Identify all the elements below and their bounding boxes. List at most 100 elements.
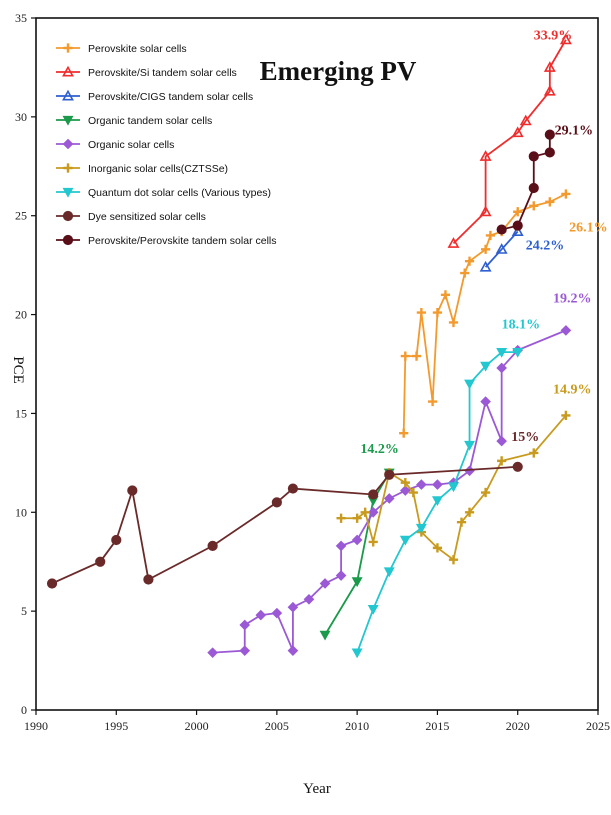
legend-swatch-marker <box>63 43 73 53</box>
annotation-label: 26.1% <box>569 221 608 236</box>
annotation-label: 19.2% <box>553 292 592 307</box>
x-axis: 1990 1995 2000 2005 2010 2015 2020 2025 <box>24 710 610 733</box>
data-point <box>46 578 58 589</box>
series-perovskite-si-tandem-solar-cells <box>447 33 572 248</box>
data-point <box>335 540 347 552</box>
series-quantum-dot-solar-cells-various-types <box>351 347 524 659</box>
data-point <box>239 645 251 656</box>
data-point <box>511 225 524 237</box>
data-point <box>431 496 443 507</box>
data-point <box>512 461 523 472</box>
data-point <box>432 307 443 318</box>
data-point <box>411 351 422 361</box>
data-point <box>287 601 299 613</box>
data-point <box>351 534 363 546</box>
annotation-label: 14.9% <box>553 383 592 398</box>
y-tick-label: 0 <box>21 703 27 717</box>
data-point <box>384 469 395 480</box>
data-point <box>544 147 555 158</box>
legend-item: Dye sensitized solar cells <box>56 210 206 223</box>
data-point <box>239 619 251 631</box>
data-point <box>456 517 467 527</box>
annotation-label: 24.2% <box>526 238 565 253</box>
data-point <box>143 574 154 585</box>
data-point <box>544 129 555 140</box>
annotation-label: 29.1% <box>555 124 594 139</box>
data-point <box>440 290 451 300</box>
series-layer <box>46 33 572 659</box>
series-organic-tandem-solar-cells <box>319 468 395 641</box>
x-tick-label: 2005 <box>265 719 289 733</box>
y-axis-title: PCE <box>10 356 26 384</box>
annotation-label: 15% <box>511 430 539 445</box>
data-point <box>400 485 411 496</box>
data-point <box>513 207 523 217</box>
data-point <box>528 182 539 194</box>
y-tick-label: 35 <box>15 11 27 25</box>
data-point <box>351 648 363 659</box>
y-axis: 0 5 10 15 20 25 30 35 <box>15 11 36 717</box>
data-point <box>207 540 218 551</box>
series-line <box>484 230 519 268</box>
x-tick-label: 2015 <box>425 719 449 733</box>
data-point <box>448 317 459 328</box>
data-point <box>415 523 427 534</box>
data-point <box>95 556 106 567</box>
series-line <box>324 472 391 636</box>
data-point <box>460 268 470 278</box>
legend-item: Perovskite/Si tandem solar cells <box>56 65 237 79</box>
y-tick-label: 10 <box>15 505 27 519</box>
data-point <box>368 537 378 547</box>
annotation-label: 14.2% <box>360 442 399 457</box>
legend-swatch-marker <box>62 187 74 198</box>
x-tick-label: 2025 <box>586 719 610 733</box>
data-point <box>408 487 418 498</box>
data-point <box>480 396 491 407</box>
data-point <box>479 205 492 217</box>
data-point <box>448 482 459 493</box>
series-perovskite-cigs-tandem-solar-cells <box>479 225 524 272</box>
legend-swatch-marker <box>62 234 74 246</box>
legend-label: Dye sensitized solar cells <box>88 211 206 223</box>
data-point <box>111 534 122 546</box>
data-point <box>496 224 507 235</box>
x-tick-label: 1995 <box>104 719 128 733</box>
data-point <box>529 448 539 458</box>
data-point <box>336 513 346 523</box>
data-point <box>481 244 491 254</box>
y-tick-label: 20 <box>15 308 27 322</box>
data-point <box>512 220 523 231</box>
legend-item: Organic solar cells <box>56 138 174 151</box>
data-point <box>529 201 539 211</box>
x-tick-label: 2010 <box>345 719 369 733</box>
series-line <box>51 465 518 585</box>
data-point <box>271 497 282 508</box>
x-axis-title: Year <box>303 781 331 797</box>
data-point <box>303 593 315 605</box>
legend-item: Quantum dot solar cells (Various types) <box>56 187 271 199</box>
series-inorganic-solar-cells-cztsse <box>336 410 571 565</box>
legend-label: Organic tandem solar cells <box>88 115 212 127</box>
data-point <box>400 351 410 361</box>
data-point <box>416 479 427 490</box>
data-point <box>561 410 571 421</box>
y-tick-label: 5 <box>21 604 27 618</box>
legend-item: Organic tandem solar cells <box>56 115 212 127</box>
legend-label: Quantum dot solar cells (Various types) <box>88 187 271 199</box>
data-point <box>367 604 379 615</box>
plot-frame <box>35 17 599 711</box>
data-point <box>335 570 347 581</box>
data-point <box>127 485 138 496</box>
data-point <box>543 84 556 96</box>
annotations: 33.9% 29.1% 26.1% 24.2% 19.2% 18.1% 14.9% 15% 14… <box>360 29 607 457</box>
data-point <box>511 126 524 138</box>
data-point <box>495 243 508 254</box>
legend-label: Inorganic solar cells(CZTSSe) <box>88 163 228 175</box>
data-point <box>559 33 572 45</box>
data-point <box>528 151 539 162</box>
data-point <box>447 237 460 248</box>
data-point <box>480 361 492 372</box>
data-point <box>496 435 507 447</box>
data-point <box>360 507 370 517</box>
series-organic-solar-cells <box>207 325 572 658</box>
